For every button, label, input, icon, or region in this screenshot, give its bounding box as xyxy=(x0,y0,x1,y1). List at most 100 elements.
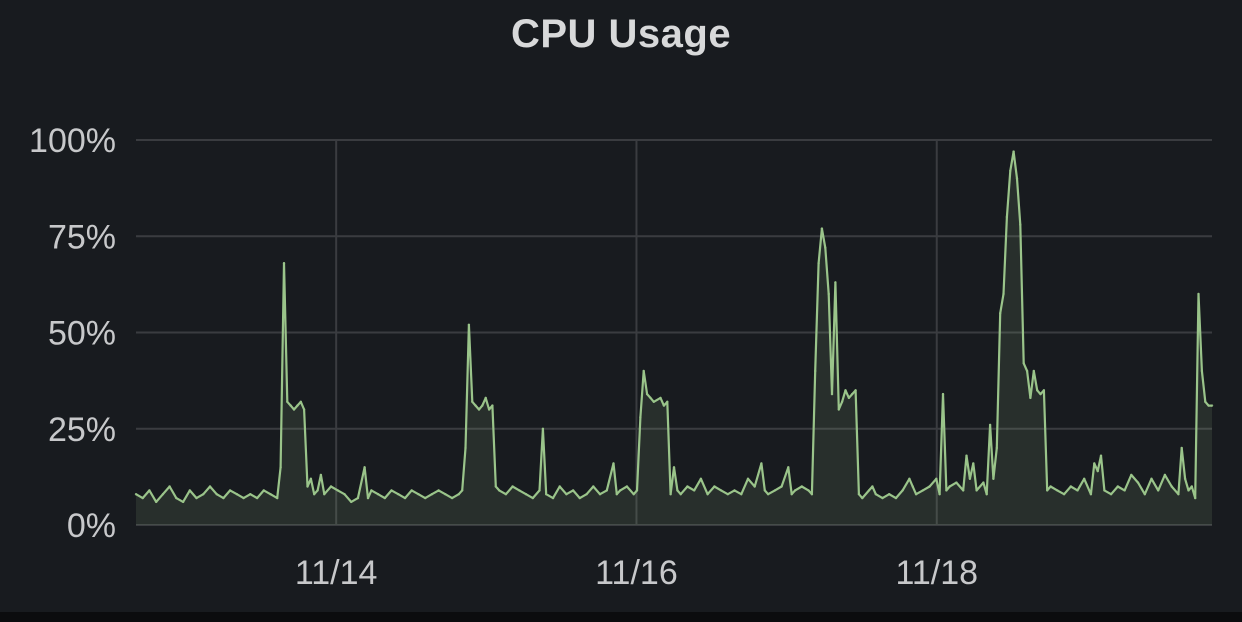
data-point xyxy=(363,466,366,469)
data-point xyxy=(1069,485,1073,488)
data-point xyxy=(1157,489,1160,492)
data-point xyxy=(279,466,282,469)
data-point xyxy=(854,389,857,392)
data-point xyxy=(558,485,561,488)
data-point xyxy=(538,489,541,492)
data-point xyxy=(450,496,454,500)
data-point xyxy=(632,493,635,496)
data-point xyxy=(901,489,904,492)
data-point xyxy=(985,493,988,496)
data-point xyxy=(390,489,393,492)
data-point xyxy=(999,312,1002,315)
data-point xyxy=(699,477,703,480)
data-point xyxy=(1049,485,1052,488)
data-point xyxy=(1093,462,1096,465)
x-tick-label: 11/16 xyxy=(595,554,678,592)
data-point xyxy=(679,493,682,496)
data-point xyxy=(746,477,750,480)
data-point xyxy=(491,404,494,407)
data-point xyxy=(181,500,185,504)
data-point xyxy=(861,496,864,500)
chart-title[interactable]: CPU Usage xyxy=(510,12,732,56)
data-point xyxy=(894,496,898,500)
data-point xyxy=(430,493,434,496)
data-point xyxy=(635,489,639,492)
data-point xyxy=(1022,362,1025,365)
data-point xyxy=(175,496,178,500)
series-line-0 xyxy=(135,150,1212,503)
data-point xyxy=(740,493,743,496)
data-point xyxy=(141,496,144,500)
data-point xyxy=(343,493,346,496)
data-point xyxy=(424,496,427,500)
data-point xyxy=(965,454,968,457)
data-point xyxy=(666,400,669,403)
data-point xyxy=(800,485,803,488)
data-point xyxy=(296,404,299,407)
data-point xyxy=(477,408,481,411)
data-point xyxy=(975,489,978,492)
data-point xyxy=(228,489,232,492)
data-point xyxy=(494,485,497,488)
data-point xyxy=(356,496,360,500)
data-point xyxy=(1036,389,1039,392)
data-point xyxy=(874,493,877,496)
data-point xyxy=(888,493,891,496)
data-point xyxy=(820,227,824,230)
data-point xyxy=(945,489,948,492)
data-point xyxy=(366,496,370,500)
data-point xyxy=(935,477,938,480)
data-point xyxy=(814,369,817,373)
data-point xyxy=(968,477,972,480)
data-point xyxy=(676,489,679,492)
data-point xyxy=(1096,469,1099,473)
data-point xyxy=(545,493,548,496)
data-point xyxy=(1210,404,1214,407)
data-point xyxy=(982,481,985,484)
panel-bottom-border xyxy=(0,612,1242,622)
data-point xyxy=(938,493,941,496)
data-point xyxy=(857,493,861,496)
data-point xyxy=(329,485,333,488)
data-point xyxy=(235,493,239,496)
data-point xyxy=(766,493,770,496)
data-point xyxy=(719,489,723,492)
data-point xyxy=(693,489,696,492)
data-point xyxy=(592,485,595,488)
data-point xyxy=(827,292,830,296)
data-point xyxy=(282,262,286,265)
data-point xyxy=(222,496,225,500)
data-point xyxy=(733,489,736,492)
data-point xyxy=(908,477,911,480)
data-point xyxy=(1136,481,1140,484)
data-point xyxy=(773,489,777,492)
data-point xyxy=(1170,485,1173,488)
data-point xyxy=(753,485,756,488)
data-point xyxy=(313,493,316,496)
data-point xyxy=(851,392,854,396)
data-point xyxy=(790,493,793,496)
data-point xyxy=(652,400,655,403)
data-point xyxy=(810,493,814,496)
data-point xyxy=(1019,223,1022,226)
data-point xyxy=(286,400,289,403)
data-point xyxy=(639,416,642,419)
data-point xyxy=(309,477,313,480)
data-point xyxy=(1042,389,1046,392)
data-point xyxy=(1207,404,1210,407)
data-point xyxy=(319,473,323,477)
data-point xyxy=(474,404,477,407)
data-point xyxy=(662,404,666,407)
data-point xyxy=(551,496,555,500)
data-point xyxy=(1009,169,1012,172)
data-point xyxy=(471,400,474,403)
data-point xyxy=(1204,400,1207,403)
data-point xyxy=(1123,489,1126,492)
data-point xyxy=(249,493,252,496)
data-point xyxy=(467,323,471,326)
y-tick-label: 25% xyxy=(48,411,116,449)
data-point xyxy=(928,485,931,488)
data-point xyxy=(1089,493,1093,496)
data-point xyxy=(847,396,851,400)
